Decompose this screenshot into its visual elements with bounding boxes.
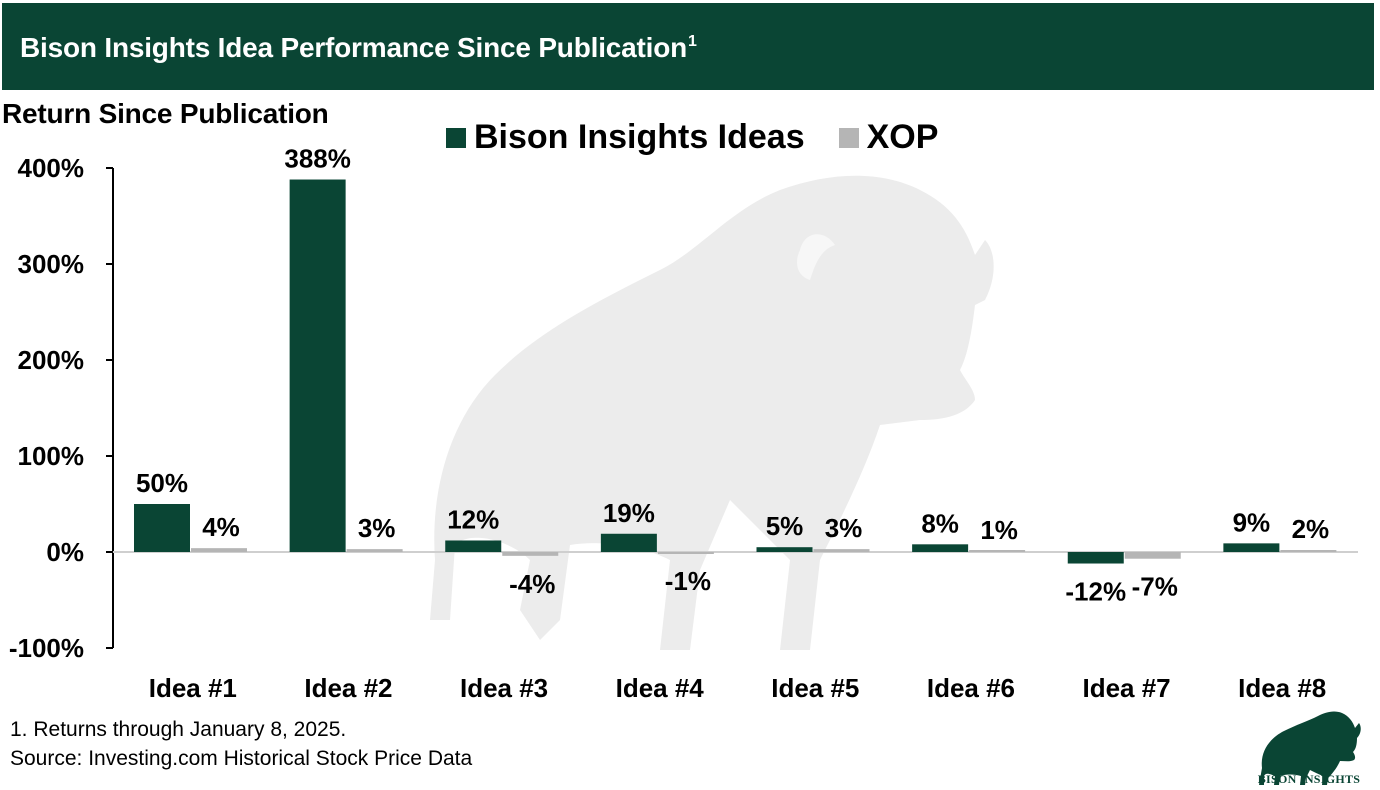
data-label-bison: 19% (603, 498, 655, 528)
x-tick-label: Idea #4 (616, 673, 705, 703)
chart-legend: Bison Insights Ideas XOP (446, 118, 938, 157)
data-label-xop: -7% (1132, 572, 1178, 602)
legend-swatch-xop (838, 127, 859, 148)
x-tick-label: Idea #3 (460, 673, 548, 703)
y-axis-ticks: -100% 0% 100% 200% 300% 400% (9, 153, 113, 663)
data-label-bison: 12% (447, 504, 499, 534)
y-tick-label: 400% (18, 153, 85, 183)
footnote-returns-date: 1. Returns through January 8, 2025. (10, 718, 347, 741)
bar-bison (600, 533, 657, 552)
legend-swatch-bison (446, 127, 466, 148)
footnote-source: Source: Investing.com Historical Stock P… (10, 747, 473, 770)
data-label-bison: 8% (921, 508, 959, 538)
data-label-bison: 5% (766, 511, 804, 541)
x-tick-label: Idea #8 (1238, 673, 1326, 703)
bar-xop (1280, 550, 1337, 552)
x-tick-label: Idea #6 (927, 673, 1015, 703)
data-label-bison: 50% (136, 468, 188, 498)
data-label-xop: -1% (665, 566, 711, 596)
bar-xop (657, 552, 714, 554)
bar-xop (502, 552, 559, 556)
y-tick-label: 300% (18, 249, 85, 279)
bison-logo-icon (1259, 711, 1361, 785)
x-axis-labels: Idea #1 Idea #2 Idea #3 Idea #4 Idea #5 Idea … (149, 673, 1327, 703)
data-label-bison: 9% (1233, 507, 1271, 537)
data-label-xop: 3% (825, 513, 863, 543)
bar-bison (1067, 552, 1124, 564)
legend-label-xop: XOP (866, 118, 939, 156)
legend-label-bison: Bison Insights Ideas (474, 118, 805, 156)
legend-item-bison: Bison Insights Ideas (446, 118, 805, 157)
bar-bison (756, 547, 813, 552)
data-label-xop: 3% (358, 513, 396, 543)
data-label-bison: -12% (1065, 577, 1126, 607)
x-tick-label: Idea #2 (304, 673, 392, 703)
bar-bison (912, 544, 969, 552)
page-title: Bison Insights Idea Performance Since Pu… (20, 32, 697, 64)
bar-bison (1223, 543, 1280, 552)
data-labels: 50% 4% 388% 3% 12% -4% 19% -1% 5% 3% 8% 1% -12% -7% 9%… (136, 144, 1329, 607)
data-label-xop: 1% (980, 515, 1018, 545)
data-label-xop: 4% (202, 512, 240, 542)
y-tick-label: 100% (18, 441, 85, 471)
legend-item-xop: XOP (838, 118, 939, 157)
logo-text: BISON INSIGHTS (1257, 772, 1361, 786)
title-footnote-mark: 1 (688, 32, 697, 50)
bar-xop (346, 549, 403, 552)
bar-bison (134, 504, 190, 552)
bar-series (134, 179, 1337, 564)
bar-xop (1124, 552, 1181, 559)
x-tick-label: Idea #7 (1082, 673, 1170, 703)
bar-xop (813, 549, 870, 552)
data-label-xop: -4% (509, 569, 555, 599)
bison-watermark-icon (430, 175, 994, 650)
y-axis-title: Return Since Publication (2, 98, 329, 129)
data-label-xop: 2% (1292, 514, 1330, 544)
x-tick-label: Idea #1 (149, 673, 237, 703)
x-tick-label: Idea #5 (771, 673, 859, 703)
bar-xop (191, 548, 247, 552)
y-tick-label: 0% (46, 537, 84, 567)
bar-bison (289, 179, 346, 552)
title-banner: Bison Insights Idea Performance Since Pu… (2, 3, 1374, 90)
y-tick-label: 200% (18, 345, 85, 375)
data-label-bison: 388% (284, 144, 351, 174)
bar-bison (445, 540, 502, 552)
page-title-text: Bison Insights Idea Performance Since Pu… (20, 31, 688, 63)
y-tick-label: -100% (9, 633, 84, 663)
bar-xop (969, 550, 1026, 552)
